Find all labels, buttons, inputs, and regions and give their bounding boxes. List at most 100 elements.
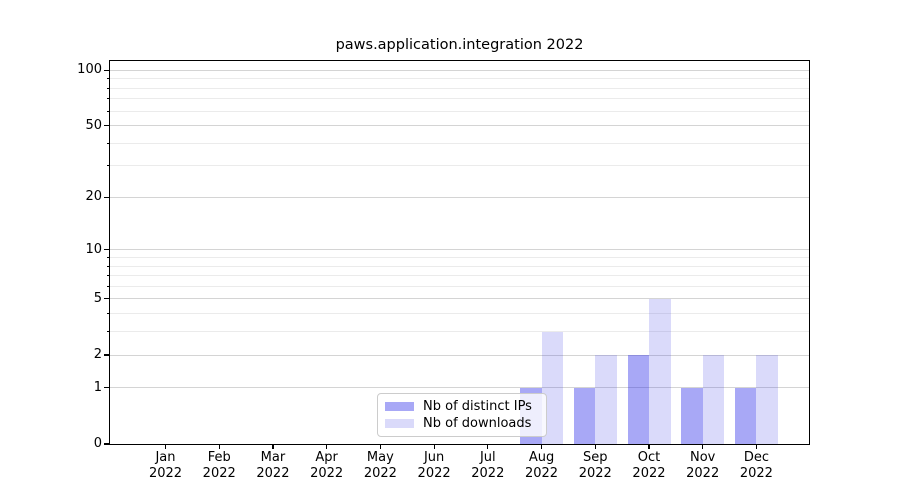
- y-tick-label-20: 20: [85, 189, 102, 205]
- gridline-minor-80: [110, 87, 809, 89]
- x-tick-label-dec: Dec 2022: [726, 450, 786, 481]
- bar-nb-of-downloads-dec-2022: [756, 355, 778, 444]
- gridline-minor-60: [110, 110, 809, 112]
- x-tick-label-sep: Sep 2022: [565, 450, 625, 481]
- y-tick-100: [104, 69, 110, 71]
- gridline-minor-90: [110, 78, 809, 80]
- y-minor-tick-6: [106, 285, 110, 287]
- gridline-minor-9: [110, 256, 809, 258]
- x-tick-year: 2022: [632, 465, 666, 481]
- x-tick-year: 2022: [417, 465, 451, 481]
- x-tick-jan: [164, 445, 167, 449]
- y-tick-5: [104, 298, 110, 300]
- gridline-major-2: [110, 354, 809, 356]
- legend-item-downloads: Nb of downloads: [385, 416, 539, 431]
- y-minor-tick-40: [106, 142, 110, 144]
- y-minor-tick-30: [106, 165, 110, 167]
- gridline-minor-30: [110, 165, 809, 167]
- x-tick-nov: [702, 445, 704, 449]
- y-minor-tick-90: [106, 78, 110, 80]
- x-tick-month: Apr: [315, 450, 338, 465]
- x-tick-month: Mar: [260, 450, 286, 465]
- gridline-minor-70: [110, 98, 809, 100]
- x-tick-month: Oct: [637, 450, 661, 465]
- y-tick-label-5: 5: [93, 290, 102, 306]
- x-tick-label-oct: Oct 2022: [619, 450, 679, 481]
- y-tick-label-10: 10: [85, 241, 102, 257]
- x-tick-sep: [594, 445, 596, 449]
- legend-swatch-distinct-ips: [385, 402, 414, 411]
- gridline-minor-6: [110, 285, 809, 287]
- y-tick-label-2: 2: [93, 347, 102, 362]
- bar-nb-of-distinct-ips-dec-2022: [734, 387, 757, 444]
- x-tick-jun: [433, 445, 435, 449]
- bar-nb-of-distinct-ips-nov-2022: [681, 387, 703, 444]
- chart-title: paws.application.integration 2022: [335, 37, 584, 53]
- gridline-minor-8: [110, 265, 809, 267]
- x-tick-year: 2022: [363, 465, 397, 481]
- gridline-major-100: [110, 69, 809, 71]
- gridline-major-10: [110, 249, 809, 251]
- y-minor-tick-9: [106, 256, 110, 258]
- x-tick-year: 2022: [310, 465, 344, 481]
- y-minor-tick-80: [106, 87, 110, 89]
- y-tick-0: [104, 443, 110, 445]
- y-minor-tick-70: [106, 98, 110, 100]
- plot-area: [110, 61, 809, 444]
- y-tick-10: [104, 249, 110, 251]
- y-tick-label-0: 0: [93, 436, 102, 451]
- x-tick-month: Jul: [479, 450, 496, 465]
- legend-swatch-downloads: [385, 419, 414, 428]
- y-minor-tick-7: [106, 275, 110, 277]
- x-tick-label-jul: Jul 2022: [458, 450, 518, 481]
- y-tick-20: [104, 196, 110, 198]
- x-tick-year: 2022: [578, 465, 612, 481]
- bar-nb-of-downloads-oct-2022: [649, 298, 671, 444]
- y-tick-50: [104, 124, 110, 127]
- legend-label-distinct-ips: Nb of distinct IPs: [423, 399, 532, 414]
- x-tick-label-may: May 2022: [350, 450, 410, 481]
- bar-nb-of-downloads-nov-2022: [702, 355, 725, 444]
- y-tick-label-100: 100: [77, 62, 102, 78]
- x-tick-month: Nov: [690, 450, 716, 465]
- x-tick-year: 2022: [524, 465, 559, 481]
- x-tick-label-aug: Aug 2022: [512, 450, 572, 481]
- x-tick-label-jun: Jun 2022: [404, 450, 464, 481]
- x-tick-year: 2022: [202, 465, 236, 481]
- legend: Nb of distinct IPs Nb of downloads: [377, 393, 547, 437]
- x-tick-month: Jun: [423, 450, 445, 465]
- bar-nb-of-distinct-ips-oct-2022: [627, 355, 649, 444]
- x-tick-month: Sep: [582, 450, 608, 465]
- x-tick-year: 2022: [148, 465, 183, 481]
- gridline-major-20: [110, 196, 809, 198]
- y-tick-2: [104, 354, 110, 356]
- legend-item-distinct-ips: Nb of distinct IPs: [385, 399, 539, 414]
- y-tick-1: [104, 387, 110, 389]
- x-tick-month: May: [366, 450, 394, 465]
- gridline-minor-4: [110, 313, 809, 315]
- y-tick-label-50: 50: [85, 117, 102, 133]
- x-tick-jul: [487, 445, 489, 449]
- x-tick-year: 2022: [739, 465, 773, 481]
- x-tick-label-jan: Jan 2022: [136, 450, 196, 481]
- x-tick-mar: [272, 445, 274, 449]
- gridline-major-5: [110, 298, 809, 300]
- gridline-minor-7: [110, 275, 809, 277]
- y-minor-tick-3: [106, 331, 110, 333]
- gridline-minor-3: [110, 331, 809, 333]
- y-minor-tick-8: [106, 265, 110, 267]
- y-minor-tick-60: [106, 110, 110, 112]
- x-tick-month: Dec: [743, 450, 769, 465]
- x-tick-may: [379, 445, 381, 449]
- bar-nb-of-downloads-sep-2022: [595, 355, 617, 444]
- x-tick-year: 2022: [471, 465, 505, 481]
- x-tick-label-feb: Feb 2022: [189, 450, 249, 481]
- x-tick-aug: [540, 445, 543, 449]
- x-tick-oct: [648, 445, 650, 449]
- x-tick-label-apr: Apr 2022: [297, 450, 357, 481]
- x-tick-year: 2022: [686, 465, 720, 481]
- gridline-minor-40: [110, 142, 809, 144]
- x-tick-label-mar: Mar 2022: [243, 450, 303, 481]
- x-tick-year: 2022: [256, 465, 290, 481]
